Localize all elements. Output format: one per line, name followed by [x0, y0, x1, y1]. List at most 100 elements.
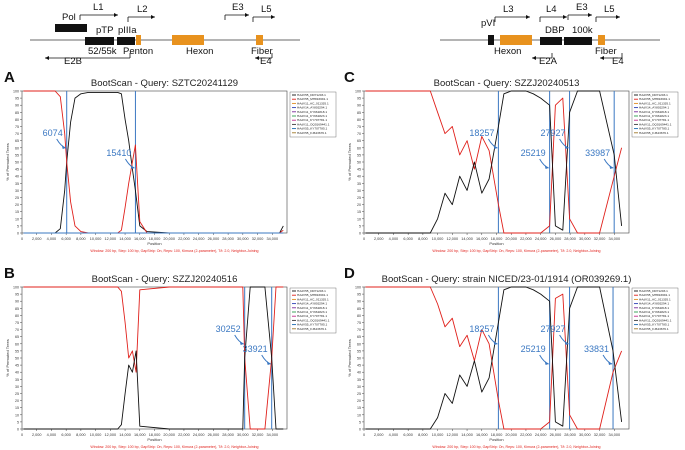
y-tick-label: 90	[357, 300, 361, 304]
x-tick-label: 16,000	[476, 433, 488, 437]
y-tick-label: 0	[17, 232, 19, 236]
gene-box-pvi	[488, 35, 494, 45]
x-tick-label: 34,000	[266, 237, 278, 241]
x-tick-label: 16,000	[134, 433, 146, 437]
y-tick-label: 50	[357, 357, 361, 361]
panel-letter: D	[344, 265, 355, 282]
y-tick-label: 100	[13, 90, 19, 94]
x-tick-label: 32,000	[594, 237, 606, 241]
breakpoint-label: 33987	[585, 148, 610, 158]
x-tick-label: 34,000	[608, 433, 620, 437]
x-tick-label: 16,000	[134, 237, 146, 241]
y-tick-label: 45	[357, 168, 361, 172]
x-tick-label: 26,000	[208, 433, 220, 437]
y-tick-label: 25	[15, 392, 19, 396]
y-tick-label: 75	[357, 125, 361, 129]
plot-frame	[22, 287, 287, 429]
arrow-l3-head	[526, 15, 530, 19]
breakpoint-label: 25219	[521, 344, 546, 354]
x-tick-label: 30,000	[579, 433, 591, 437]
y-tick-label: 65	[357, 139, 361, 143]
y-tick-label: 70	[357, 328, 361, 332]
x-tick-label: 10,000	[432, 237, 444, 241]
y-tick-label: 95	[357, 293, 361, 297]
series-line-black	[366, 287, 622, 429]
breakpoint-arrow	[235, 335, 244, 344]
y-tick-label: 100	[355, 90, 361, 94]
gene-box-penton	[136, 35, 141, 45]
arrow-l1	[80, 15, 118, 20]
footer-note: Window: 200 bp, Step: 100 bp, GapStrip: …	[432, 445, 600, 449]
y-tick-label: 45	[15, 364, 19, 368]
x-tick-label: 6,000	[403, 433, 413, 437]
bootscan-panel-b: B BootScan - Query: SZZJ20240516 0 5 10 15 20 2…	[4, 265, 336, 449]
y-tick-label: 55	[357, 153, 361, 157]
gene-box-hexon	[172, 35, 204, 45]
y-tick-label: 15	[357, 406, 361, 410]
breakpoint-label: 15410	[106, 148, 131, 158]
y-tick-label: 25	[357, 392, 361, 396]
bootscan-panel-a: A BootScan - Query: SZTC20241129 0 5 10 15 20 2…	[4, 69, 336, 253]
x-axis-label: Position	[489, 437, 503, 442]
y-tick-label: 15	[357, 210, 361, 214]
chart-title: BootScan - Query: SZZJ20240516	[92, 274, 238, 285]
x-tick-label: 14,000	[119, 433, 131, 437]
y-tick-label: 20	[15, 203, 19, 207]
x-tick-label: 0	[363, 433, 365, 437]
y-tick-label: 0	[359, 428, 361, 432]
gene-label: Penton	[123, 46, 153, 57]
legend-entry: HAdV55_FJ643676.1	[297, 131, 327, 135]
x-tick-label: 20,000	[163, 237, 175, 241]
gene-label: E2B	[64, 56, 82, 67]
y-tick-label: 90	[357, 104, 361, 108]
gene-label: L4	[546, 4, 557, 15]
gene-box-52-55k	[104, 37, 114, 45]
x-tick-label: 16,000	[476, 237, 488, 241]
y-tick-label: 40	[357, 371, 361, 375]
footer-note: Window: 200 bp, Step: 100 bp, GapStrip: …	[90, 249, 258, 253]
y-tick-label: 20	[357, 399, 361, 403]
x-tick-label: 24,000	[535, 433, 547, 437]
arrow-e3-head	[245, 13, 249, 17]
gene-label: pTP	[96, 25, 113, 36]
breakpoint-arrow-head	[545, 361, 549, 365]
y-tick-label: 5	[359, 224, 361, 228]
breakpoint-arrow-head	[608, 361, 612, 365]
y-tick-label: 85	[357, 307, 361, 311]
y-tick-label: 85	[357, 111, 361, 115]
x-tick-label: 12,000	[447, 237, 459, 241]
arrow-l1-head	[114, 13, 118, 17]
x-tick-label: 14,000	[119, 237, 131, 241]
y-tick-label: 10	[15, 217, 19, 221]
y-tick-label: 5	[359, 420, 361, 424]
y-tick-label: 45	[357, 364, 361, 368]
y-tick-label: 65	[357, 335, 361, 339]
y-tick-label: 0	[17, 428, 19, 432]
y-tick-label: 5	[17, 420, 19, 424]
x-tick-label: 20,000	[505, 237, 517, 241]
gene-label: L5	[604, 4, 615, 15]
breakpoint-arrow	[57, 139, 66, 148]
breakpoint-arrow	[262, 355, 271, 364]
y-tick-label: 70	[15, 328, 19, 332]
arrow-l5-head	[271, 15, 275, 19]
arrow-l4	[540, 17, 567, 22]
x-tick-label: 2,000	[32, 237, 42, 241]
x-tick-label: 28,000	[564, 237, 576, 241]
gene-box-piiia	[117, 37, 135, 45]
arrow-l2-head	[151, 15, 155, 19]
x-tick-label: 6,000	[61, 433, 71, 437]
y-tick-label: 50	[15, 161, 19, 165]
panel-letter: C	[344, 69, 355, 86]
y-tick-label: 85	[15, 307, 19, 311]
x-tick-label: 22,000	[178, 433, 190, 437]
y-tick-label: 15	[15, 210, 19, 214]
y-tick-label: 80	[15, 314, 19, 318]
x-tick-label: 6,000	[61, 237, 71, 241]
y-tick-label: 45	[15, 168, 19, 172]
footer-note: Window: 200 bp, Step: 100 bp, GapStrip: …	[432, 249, 600, 253]
y-tick-label: 10	[357, 413, 361, 417]
y-tick-label: 95	[15, 97, 19, 101]
x-tick-label: 22,000	[178, 237, 190, 241]
y-tick-label: 90	[15, 300, 19, 304]
